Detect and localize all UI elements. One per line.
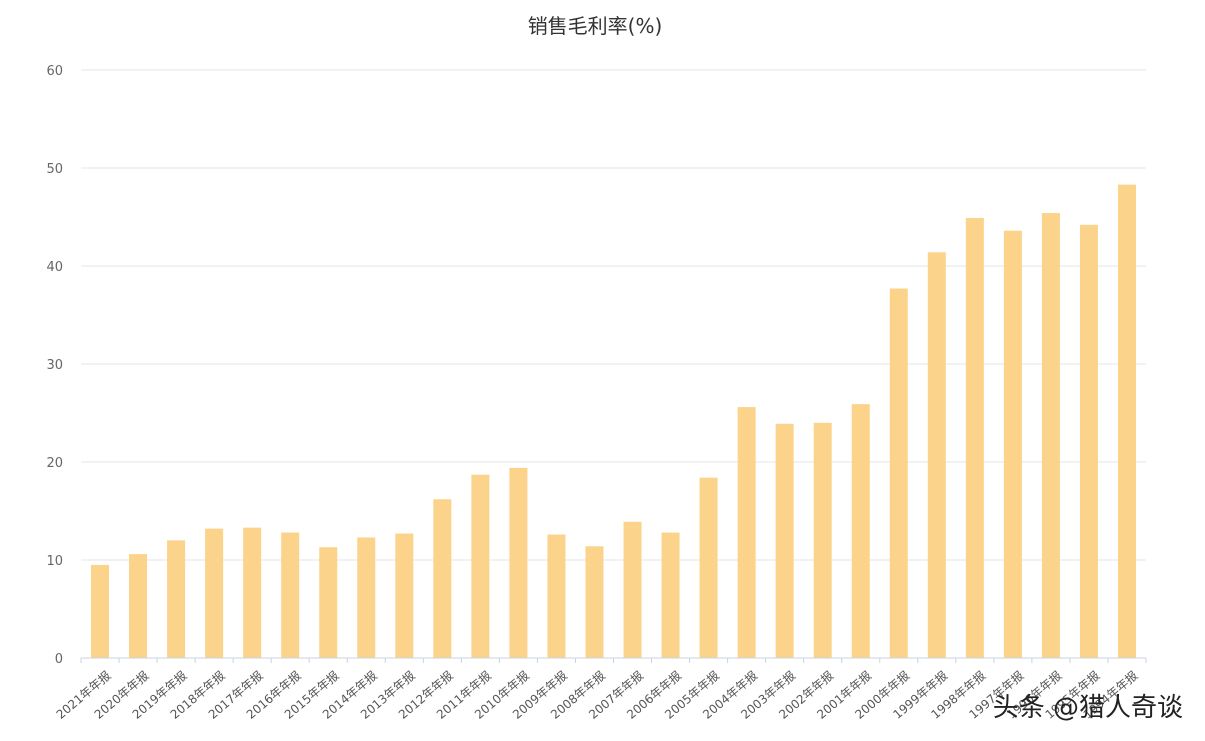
bar bbox=[965, 217, 984, 659]
y-tick-label: 20 bbox=[46, 456, 63, 471]
bar bbox=[167, 540, 186, 658]
y-tick-label: 50 bbox=[46, 162, 63, 177]
bar bbox=[889, 288, 908, 658]
y-tick-label: 40 bbox=[46, 260, 63, 275]
bar bbox=[775, 423, 794, 658]
bar bbox=[91, 564, 110, 658]
x-axis-ticks: 2021年年报2020年年报2019年年报2018年年报2017年年报2016年… bbox=[53, 658, 1147, 722]
bar bbox=[585, 546, 604, 658]
y-tick-label: 30 bbox=[46, 358, 63, 373]
bar bbox=[661, 532, 680, 658]
bar bbox=[1003, 230, 1022, 658]
y-tick-label: 60 bbox=[46, 64, 63, 79]
bar bbox=[395, 533, 414, 658]
bar bbox=[1117, 184, 1136, 658]
bar bbox=[547, 534, 566, 658]
bar bbox=[357, 537, 376, 658]
y-axis-ticks: 0 10 20 30 40 50 60 bbox=[46, 64, 63, 667]
bar bbox=[737, 407, 756, 658]
chart-title: 销售毛利率(%) bbox=[528, 14, 663, 38]
bar bbox=[205, 528, 224, 658]
y-tick-label: 10 bbox=[46, 554, 63, 569]
bar bbox=[243, 527, 262, 658]
bar bbox=[129, 554, 148, 658]
bar bbox=[433, 499, 452, 658]
bar bbox=[471, 474, 490, 658]
bar bbox=[851, 404, 870, 658]
bar bbox=[1041, 213, 1060, 658]
y-tick-label: 0 bbox=[55, 652, 63, 667]
bar bbox=[813, 422, 832, 658]
bar bbox=[509, 467, 528, 658]
bar bbox=[623, 521, 642, 658]
watermark-text: 头条 @猎人奇谈 bbox=[993, 693, 1183, 723]
bars bbox=[91, 184, 1136, 659]
bar bbox=[927, 252, 946, 658]
bar bbox=[1079, 224, 1098, 658]
bar bbox=[699, 477, 718, 658]
gridlines bbox=[81, 69, 1146, 561]
bar bbox=[319, 547, 338, 658]
bar bbox=[281, 532, 300, 658]
